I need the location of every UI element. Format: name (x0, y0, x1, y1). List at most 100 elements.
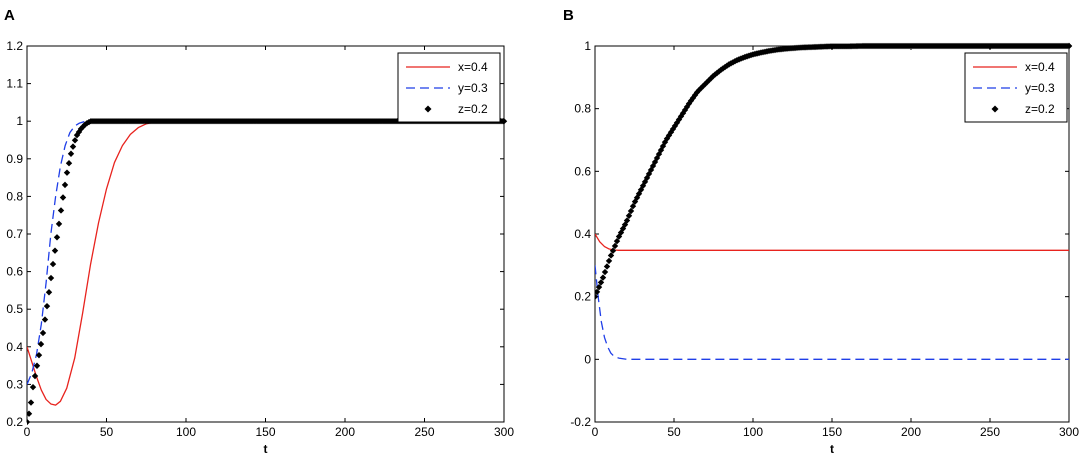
x-tick-label: 300 (494, 425, 514, 439)
series-2-markers (595, 42, 1073, 300)
x-axis-label: t (830, 442, 834, 456)
data-point (79, 123, 87, 130)
data-point (67, 150, 75, 157)
data-point (629, 203, 637, 210)
x-tick-label: 100 (743, 425, 763, 439)
data-point (51, 247, 59, 254)
legend-label: y=0.3 (1025, 81, 1055, 95)
x-tick-label: 0 (592, 425, 599, 439)
y-tick-label: 0.8 (574, 102, 591, 116)
y-tick-label: 0 (584, 352, 591, 366)
x-tick-label: 0 (24, 425, 31, 439)
legend-label: x=0.4 (458, 60, 488, 74)
data-point (605, 257, 613, 265)
x-tick-label: 300 (1059, 425, 1079, 439)
data-point (595, 293, 599, 300)
data-point (500, 118, 508, 125)
data-point (47, 274, 55, 282)
legend-entry: z=0.2 (991, 102, 1055, 116)
data-point (27, 418, 31, 426)
data-point (1065, 42, 1073, 50)
x-axis-label: t (264, 442, 268, 456)
data-point (601, 268, 609, 276)
data-point (57, 207, 65, 214)
data-point (73, 131, 81, 139)
data-point (45, 289, 53, 296)
data-point (55, 220, 63, 228)
y-tick-label: 1 (16, 114, 23, 128)
data-point (607, 252, 615, 259)
series-1-line (27, 120, 504, 385)
data-point (27, 410, 33, 417)
data-point (625, 212, 633, 219)
x-tick-label: 200 (901, 425, 921, 439)
legend-label: z=0.2 (458, 102, 488, 116)
x-tick-label: 250 (414, 425, 434, 439)
panel-label: B (563, 7, 574, 24)
data-point (595, 288, 601, 296)
data-point (49, 260, 57, 268)
y-tick-label: 1.2 (6, 39, 23, 53)
x-tick-label: 150 (255, 425, 275, 439)
y-tick-label: 0.4 (574, 227, 591, 241)
data-point (53, 234, 61, 241)
legend-entry: y=0.3 (973, 81, 1055, 95)
data-point (63, 169, 71, 176)
data-point (29, 383, 37, 391)
legend-label: x=0.4 (1025, 60, 1055, 74)
data-point (609, 247, 617, 254)
chart-panel-b: B0 50 100 150 200 250 300-0.200.20.40.60.81tx=… (563, 7, 1079, 456)
y-tick-label: -0.2 (570, 415, 591, 429)
data-point (31, 372, 39, 380)
legend: x=0.4 y=0.3 z=0.2 (397, 52, 501, 123)
data-point (595, 283, 603, 291)
data-point (71, 137, 79, 144)
x-tick-label: 200 (335, 425, 355, 439)
panel-label: A (4, 7, 15, 24)
data-point (65, 159, 73, 167)
legend-entry: x=0.4 (973, 60, 1055, 74)
y-tick-label: 0.5 (6, 302, 23, 316)
data-point (39, 329, 47, 337)
y-tick-label: 0.4 (6, 340, 23, 354)
legend-entry: y=0.3 (406, 81, 488, 95)
data-point (611, 242, 619, 250)
y-tick-label: 1.1 (6, 77, 23, 91)
legend: x=0.4 y=0.3 z=0.2 (964, 52, 1068, 123)
series-group (595, 42, 1073, 360)
y-tick-label: 0.2 (574, 290, 591, 304)
data-point (41, 316, 49, 323)
y-tick-label: 0.3 (6, 377, 23, 391)
data-point (33, 362, 41, 369)
data-point (599, 274, 607, 281)
data-point (597, 279, 605, 286)
legend-marker (991, 105, 999, 113)
chart-panel-a: A 0 50 100 150 200 250 300 0.2 0.3 0.4 0.5 0.6 0.7 0.8… (4, 7, 514, 456)
data-point (69, 143, 77, 150)
x-tick-label: 50 (667, 425, 681, 439)
data-point (59, 194, 67, 201)
data-point (603, 263, 611, 270)
data-point (35, 351, 43, 359)
legend-label: y=0.3 (458, 81, 488, 95)
x-tick-label: 150 (822, 425, 842, 439)
y-tick-label: 0.7 (6, 227, 23, 241)
legend-marker (424, 105, 432, 113)
data-point (613, 237, 621, 245)
y-tick-label: 0.6 (6, 265, 23, 279)
x-tick-label: 50 (100, 425, 114, 439)
series-1-line (595, 265, 1069, 360)
data-point (27, 399, 35, 406)
data-point (81, 121, 89, 128)
x-tick-label: 100 (176, 425, 196, 439)
legend-entry: z=0.2 (424, 102, 488, 116)
data-point (61, 181, 69, 189)
legend-entry: x=0.4 (406, 60, 488, 74)
y-tick-label: 0.2 (6, 415, 23, 429)
data-point (623, 217, 631, 224)
x-tick-label: 250 (980, 425, 1000, 439)
y-tick-label: 0.6 (574, 164, 591, 178)
legend-label: z=0.2 (1025, 102, 1055, 116)
series-0-line (595, 233, 1069, 251)
y-tick-label: 1 (584, 39, 591, 53)
